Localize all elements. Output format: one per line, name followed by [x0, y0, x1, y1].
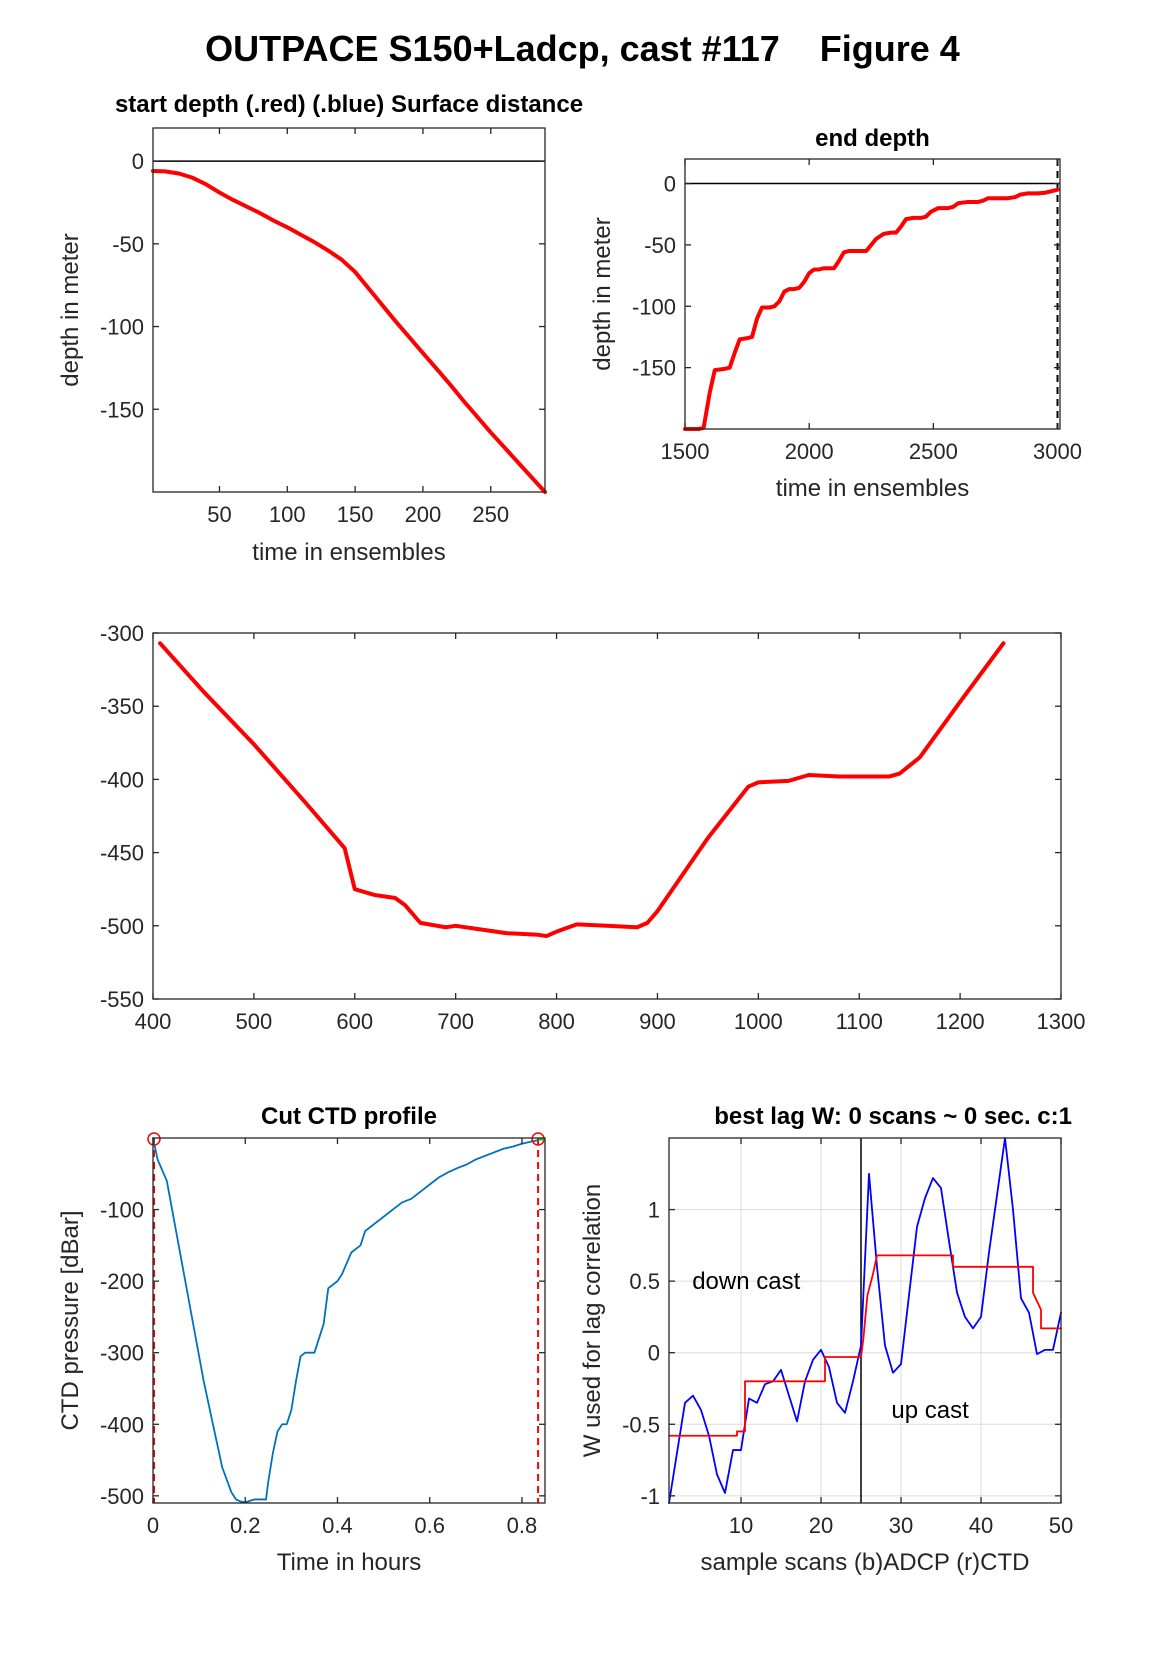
y-tick-label: -450 — [100, 841, 144, 866]
start-y-axis-label: depth in meter — [57, 233, 84, 386]
x-tick-label: 500 — [236, 1009, 273, 1034]
lag-annotation: up cast — [891, 1397, 969, 1424]
y-tick-label: -50 — [112, 232, 144, 257]
ctd-series-0-line — [152, 1137, 539, 1504]
x-tick-label: 50 — [1049, 1513, 1073, 1538]
y-tick-label: -500 — [100, 914, 144, 939]
lag-annotation: down cast — [692, 1268, 800, 1295]
x-tick-label: 40 — [969, 1513, 993, 1538]
end-plot-area — [685, 159, 1060, 429]
y-tick-label: -300 — [100, 1341, 144, 1366]
y-tick-label: -0.5 — [622, 1412, 660, 1437]
lag-chart: 10 20 30 40 50 -1 -0.5 0 0.5 1 best lag W: 0 scans… — [579, 1103, 1073, 1576]
x-tick-label: 1000 — [734, 1009, 783, 1034]
y-tick-label: -500 — [100, 1484, 144, 1509]
start-chart-title: start depth (.red) (.blue) Surface dista… — [115, 91, 583, 118]
x-tick-label: 50 — [207, 502, 231, 527]
start-x-axis-label: time in ensembles — [252, 539, 445, 566]
y-tick-label: -550 — [100, 987, 144, 1012]
ctd-cut-marker — [147, 1132, 161, 1146]
x-tick-label: 100 — [269, 502, 306, 527]
y-tick-label: -150 — [100, 397, 144, 422]
x-tick-label: 0.2 — [230, 1513, 261, 1538]
end-series-0-line — [683, 187, 1060, 431]
lag-y-axis-label: W used for lag correlation — [579, 1184, 606, 1457]
start-plot-area — [153, 128, 545, 492]
y-tick-label: -400 — [100, 1412, 144, 1437]
x-tick-label: 700 — [437, 1009, 474, 1034]
ctd-chart: 0 0.2 0.4 0.6 0.8 -500 -400 -300 -200 -100 Cut CTD… — [57, 1103, 546, 1576]
end-chart-title: end depth — [815, 125, 930, 152]
ctd-axes-box — [152, 1137, 546, 1504]
y-tick-label: 0 — [648, 1341, 660, 1366]
x-tick-label: 800 — [538, 1009, 575, 1034]
lag-series-1-line — [668, 1254, 1062, 1437]
lag-axes-box — [668, 1137, 1062, 1504]
x-tick-label: 10 — [729, 1513, 753, 1538]
y-tick-label: -100 — [100, 315, 144, 340]
y-tick-label: 1 — [648, 1198, 660, 1223]
middle-series-0-line — [158, 641, 1006, 939]
middle-axes-box — [152, 632, 1062, 1000]
x-tick-label: 30 — [889, 1513, 913, 1538]
end-chart: 1500 2000 2500 3000 -150 -100 -50 0 end depth tim… — [589, 125, 1082, 502]
lag-series-0-line — [668, 1137, 1062, 1504]
x-tick-label: 900 — [639, 1009, 676, 1034]
lag-chart-title: best lag W: 0 scans ~ 0 sec. c:1 — [714, 1103, 1072, 1130]
y-tick-label: -50 — [644, 233, 676, 258]
ctd-chart-title: Cut CTD profile — [261, 1103, 437, 1130]
x-tick-label: 20 — [809, 1513, 833, 1538]
ctd-y-axis-label: CTD pressure [dBar] — [57, 1210, 84, 1430]
x-tick-label: 0.6 — [414, 1513, 445, 1538]
start-chart: 50 100 150 200 250 -150 -100 -50 0 start depth (.… — [57, 91, 583, 566]
x-tick-label: 2000 — [785, 439, 834, 464]
x-tick-label: 250 — [472, 502, 509, 527]
y-tick-label: -100 — [100, 1198, 144, 1223]
x-tick-label: 1500 — [661, 439, 710, 464]
y-tick-label: -100 — [632, 294, 676, 319]
middle-plot-area — [153, 633, 1061, 999]
x-tick-label: 0.8 — [507, 1513, 538, 1538]
y-tick-label: -1 — [640, 1484, 660, 1509]
lag-x-axis-label: sample scans (b)ADCP (r)CTD — [701, 1549, 1030, 1576]
y-tick-label: -150 — [632, 356, 676, 381]
start-axes-box — [152, 127, 546, 493]
end-axes-box — [684, 158, 1061, 430]
x-tick-label: 200 — [405, 502, 442, 527]
x-tick-label: 400 — [135, 1009, 172, 1034]
x-tick-label: 2500 — [909, 439, 958, 464]
x-tick-label: 1300 — [1037, 1009, 1086, 1034]
x-tick-label: 3000 — [1033, 439, 1082, 464]
x-tick-label: 1200 — [936, 1009, 985, 1034]
end-x-axis-label: time in ensembles — [776, 475, 969, 502]
y-tick-label: -400 — [100, 767, 144, 792]
y-tick-label: 0 — [664, 172, 676, 197]
x-tick-label: 0 — [147, 1513, 159, 1538]
start-series-0-line — [151, 169, 547, 494]
x-tick-label: 1100 — [836, 1009, 883, 1034]
ctd-plot-area — [153, 1138, 545, 1503]
middle-chart: 400 500 600 700 800 900 1000 1100 1200 1300 -550 -5… — [100, 621, 1086, 1034]
x-tick-label: 600 — [336, 1009, 373, 1034]
y-tick-label: -350 — [100, 694, 144, 719]
y-tick-label: 0.5 — [629, 1269, 660, 1294]
figure-title: OUTPACE S150+Ladcp, cast #117 Figure 4 — [205, 28, 960, 69]
y-tick-label: 0 — [132, 149, 144, 174]
x-tick-label: 150 — [337, 502, 374, 527]
y-tick-label: -300 — [100, 621, 144, 646]
ctd-x-axis-label: Time in hours — [277, 1549, 422, 1576]
end-y-axis-label: depth in meter — [589, 217, 616, 370]
y-tick-label: -200 — [100, 1269, 144, 1294]
x-tick-label: 0.4 — [322, 1513, 353, 1538]
